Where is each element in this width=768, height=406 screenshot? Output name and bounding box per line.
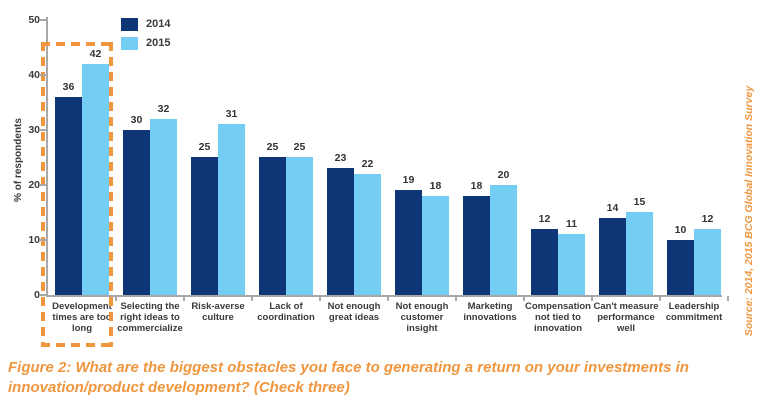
y-tick-label: 30	[28, 124, 40, 136]
y-axis-title: % of respondents	[13, 118, 24, 202]
highlight-box-edge	[41, 343, 113, 347]
bar-value-label: 25	[293, 141, 306, 153]
x-tick-mark	[659, 296, 661, 301]
legend-label-2014: 2014	[146, 18, 171, 30]
x-tick-mark	[727, 296, 729, 301]
bar-2014-cat1	[55, 97, 82, 295]
legend-item-2015: 2015	[121, 36, 170, 50]
highlight-box-edge	[41, 42, 45, 347]
bar-2014-cat3	[191, 157, 218, 295]
y-tick-mark	[40, 184, 46, 186]
bar-value-label: 25	[266, 141, 279, 153]
x-tick-mark	[591, 296, 593, 301]
bar-2014-cat8	[531, 229, 558, 295]
bar-value-label: 25	[198, 141, 211, 153]
bar-value-label: 30	[130, 114, 143, 126]
bar-2015-cat7	[490, 185, 517, 295]
bar-value-label: 18	[429, 180, 442, 192]
legend-swatch-2014	[121, 17, 138, 31]
bar-value-label: 14	[606, 202, 619, 214]
x-tick-mark	[319, 296, 321, 301]
bar-value-label: 15	[633, 196, 646, 208]
source-note: Source: 2014, 2015 BCG Global Innovation…	[743, 85, 755, 337]
bar-value-label: 12	[538, 213, 551, 225]
plot-area: 36 42 30 32 25 31 25 25 23 22 19 18 18 20 12 11 14 15 10 12	[48, 20, 728, 295]
category-label: Compensation not tied to innovation	[525, 301, 591, 335]
category-label: Not enough great ideas	[327, 301, 381, 324]
category-label: Development times are too long	[52, 301, 112, 335]
x-tick-mark	[387, 296, 389, 301]
bar-2015-cat3	[218, 124, 245, 295]
bar-2015-cat9	[626, 212, 653, 295]
bar-value-label: 31	[225, 108, 238, 120]
y-tick-mark	[40, 19, 46, 21]
x-tick-mark	[251, 296, 253, 301]
y-axis-line	[46, 17, 48, 296]
legend-swatch-2015	[121, 36, 138, 50]
y-tick-label: 50	[28, 14, 40, 26]
category-label: Risk-averse culture	[191, 301, 245, 324]
bar-value-label: 20	[497, 169, 510, 181]
y-tick-label: 0	[34, 289, 40, 301]
category-label: Selecting the right ideas to commerciali…	[117, 301, 183, 335]
bar-value-label: 12	[701, 213, 714, 225]
bar-2014-cat2	[123, 130, 150, 295]
bar-2015-cat1	[82, 64, 109, 295]
bar-2014-cat9	[599, 218, 626, 295]
bar-2014-cat5	[327, 168, 354, 295]
bar-2015-cat6	[422, 196, 449, 295]
bar-value-label: 23	[334, 152, 347, 164]
bar-2014-cat10	[667, 240, 694, 295]
bar-value-label: 19	[402, 174, 415, 186]
x-tick-mark	[183, 296, 185, 301]
category-axis: Development times are too long Selecting …	[48, 301, 728, 335]
y-tick-mark	[40, 74, 46, 76]
x-axis-line	[46, 295, 722, 297]
y-tick-label: 10	[28, 234, 40, 246]
bar-2015-cat8	[558, 234, 585, 295]
legend: 2014 2015	[121, 17, 170, 55]
y-tick-label: 40	[28, 69, 40, 81]
category-label: Leadership commitment	[665, 301, 723, 324]
category-label: Can't measure performance well	[593, 301, 659, 335]
bar-value-label: 22	[361, 158, 374, 170]
bar-value-label: 36	[62, 81, 75, 93]
y-tick-mark	[40, 239, 46, 241]
legend-item-2014: 2014	[121, 17, 170, 31]
bar-2015-cat2	[150, 119, 177, 295]
bar-2015-cat5	[354, 174, 381, 295]
y-tick-label: 20	[28, 179, 40, 191]
bar-value-label: 32	[157, 103, 170, 115]
x-tick-mark	[455, 296, 457, 301]
bar-2014-cat6	[395, 190, 422, 295]
bar-2014-cat4	[259, 157, 286, 295]
figure-caption: Figure 2: What are the biggest obstacles…	[8, 359, 689, 396]
bar-value-label: 11	[565, 218, 578, 230]
bar-2014-cat7	[463, 196, 490, 295]
y-tick-mark	[40, 294, 46, 296]
category-label: Not enough customer insight	[395, 301, 449, 335]
y-tick-mark	[40, 129, 46, 131]
bar-value-label: 10	[674, 224, 687, 236]
bar-value-label: 42	[89, 48, 102, 60]
bar-2015-cat10	[694, 229, 721, 295]
bar-2015-cat4	[286, 157, 313, 295]
x-tick-mark	[115, 296, 117, 301]
legend-label-2015: 2015	[146, 37, 171, 49]
category-label: Marketing innovations	[463, 301, 517, 324]
category-label: Lack of coordination	[257, 301, 315, 324]
bar-value-label: 18	[470, 180, 483, 192]
x-tick-mark	[523, 296, 525, 301]
